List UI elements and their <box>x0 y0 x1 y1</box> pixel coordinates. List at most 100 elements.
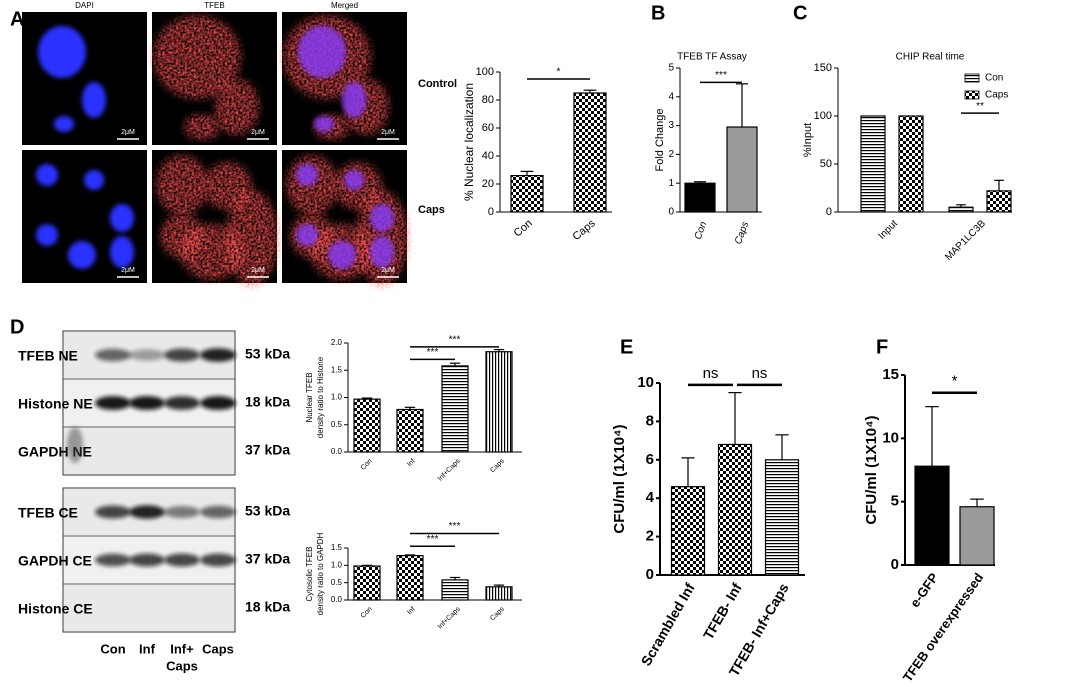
y-tick-label: 0 <box>668 207 674 218</box>
significance-label: *** <box>449 521 461 532</box>
error-bar <box>404 554 416 556</box>
band <box>164 396 200 410</box>
chart-title: TFEB TF Assay <box>677 52 747 63</box>
bar <box>986 190 1012 213</box>
x-tick-label: Inf+Caps <box>437 605 462 630</box>
error-bar <box>994 179 1004 191</box>
x-tick-label: Input <box>876 218 900 242</box>
bar <box>441 579 469 601</box>
micrograph: 2μM <box>22 150 147 283</box>
y-axis-label: CFU/ml (1X10⁴) <box>611 424 628 533</box>
error-bar <box>728 392 742 445</box>
y-tick-label: 6 <box>646 451 654 468</box>
blot-strip <box>64 428 234 474</box>
bar <box>510 175 544 213</box>
scale-bar-label: 2μM <box>381 267 395 274</box>
legend-label: Caps <box>985 90 1008 101</box>
row-label: Control <box>418 78 457 90</box>
significance-label: *** <box>715 70 727 81</box>
bar <box>948 206 974 213</box>
bar <box>914 465 950 566</box>
y-axis-label: Fold Change <box>654 109 666 172</box>
y-tick-label: 150 <box>814 62 832 74</box>
y-tick-label: 2.0 <box>331 338 343 347</box>
tfeb-signal <box>184 114 220 140</box>
y-tick-label: 0 <box>891 556 899 573</box>
band <box>200 505 236 519</box>
y-tick-label: 50 <box>820 158 832 170</box>
micrograph: 2μM <box>282 12 407 145</box>
bar <box>670 486 706 576</box>
y-tick-label: 15 <box>882 366 899 383</box>
y-tick-label: 3 <box>668 120 674 131</box>
micrograph: 2μM <box>282 150 408 286</box>
x-tick-label: MAP1LC3B <box>943 218 988 263</box>
scale-bar-label: 2μM <box>251 267 265 274</box>
bar <box>573 92 607 213</box>
legend-swatch <box>964 73 980 83</box>
column-header: Merged <box>331 1 358 10</box>
y-tick-label: 0.0 <box>331 595 343 604</box>
significance-label: * <box>557 67 561 78</box>
significance-label: ** <box>976 101 984 112</box>
bar <box>684 182 716 213</box>
y-tick-label: 0.5 <box>331 420 343 429</box>
x-tick-label: TFEB overexpressed <box>900 570 987 685</box>
y-tick-label: 0 <box>488 206 494 218</box>
chart-title: CHIP Real time <box>896 52 965 63</box>
band <box>164 553 200 567</box>
x-tick-label: TFEB- Inf <box>700 580 745 642</box>
x-tick-label: Caps <box>570 217 598 243</box>
y-tick-label: 1.0 <box>331 560 343 569</box>
error-bar <box>361 564 373 567</box>
x-tick-label: Scrambled Inf <box>638 580 698 668</box>
x-tick-label: Inf+Caps <box>437 457 462 482</box>
scale-bar-label: 2μM <box>381 129 395 136</box>
y-axis-label: density ratio to GAPDH <box>316 532 325 615</box>
error-bar <box>775 434 789 460</box>
panel-label: A <box>10 8 24 30</box>
blot-strip <box>64 585 234 631</box>
x-tick-label: Con <box>693 220 710 241</box>
x-tick-label: Inf <box>406 458 416 468</box>
nucleus <box>68 241 96 269</box>
significance-label: *** <box>449 334 461 345</box>
bar <box>898 115 924 213</box>
lane-label: Inf+ <box>170 641 194 656</box>
x-tick-label: e-GFP <box>907 570 941 610</box>
scale-bar-label: 2μM <box>251 129 265 136</box>
tfeb-signal <box>160 214 204 258</box>
band <box>164 348 200 362</box>
nucleus <box>82 82 106 118</box>
x-tick-label: Caps <box>489 457 506 474</box>
panel-label: C <box>793 2 807 24</box>
micrograph: 2μM <box>152 12 277 145</box>
y-tick-label: 0 <box>646 566 654 583</box>
y-axis-label: %Input <box>802 123 814 157</box>
column-header: TFEB <box>204 1 224 10</box>
band <box>95 505 131 519</box>
nucleus <box>370 236 394 268</box>
y-tick-label: 2 <box>668 149 674 160</box>
band <box>95 553 131 567</box>
blot-label: Histone NE <box>18 396 93 412</box>
legend-swatch <box>964 90 980 100</box>
y-tick-label: 40 <box>482 150 494 162</box>
blot-size: 37 kDa <box>245 442 290 458</box>
lane-label: Inf <box>139 641 156 656</box>
nucleus <box>370 204 394 232</box>
significance-label: *** <box>427 534 439 545</box>
error-bar <box>681 457 695 487</box>
blot-smudge <box>67 427 83 463</box>
band <box>129 349 165 361</box>
bar <box>353 565 381 601</box>
bar <box>396 408 424 453</box>
blot-size: 37 kDa <box>245 551 290 567</box>
y-tick-label: 20 <box>482 178 494 190</box>
y-tick-label: 100 <box>476 66 494 78</box>
y-axis-label: Nuclear TFEB <box>305 372 314 422</box>
nucleus <box>54 116 74 132</box>
error-bar <box>925 406 939 467</box>
blot-size: 53 kDa <box>245 346 290 362</box>
